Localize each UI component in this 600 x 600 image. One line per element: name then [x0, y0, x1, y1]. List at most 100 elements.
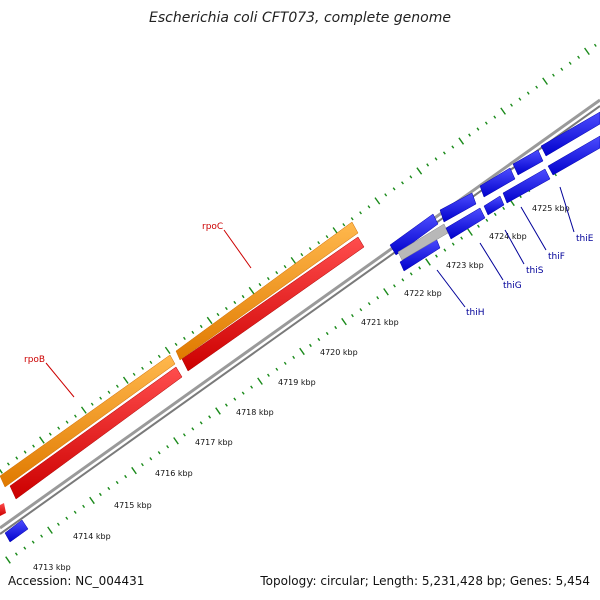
- outer-tick-67: [560, 67, 564, 71]
- tick-label-4725: 4725 kbp: [532, 204, 570, 213]
- outer-tick-38: [317, 241, 321, 245]
- outer-tick-1: [6, 462, 10, 466]
- blue-gene-upper-4: [512, 149, 544, 176]
- outer-tick-9: [74, 414, 77, 418]
- inner-tick-40: [341, 317, 347, 326]
- outer-tick-4: [32, 444, 35, 448]
- inner-tick-3: [31, 540, 35, 544]
- outer-tick-49: [409, 175, 413, 179]
- inner-tick-58: [493, 212, 497, 216]
- rpoC-reverse-block: [181, 236, 365, 372]
- outer-tick-46: [384, 193, 388, 197]
- outer-tick-44: [367, 205, 371, 209]
- outer-tick-27: [224, 306, 228, 311]
- outer-tick-17: [141, 366, 144, 370]
- outer-tick-69: [577, 55, 581, 59]
- outer-tick-65: [542, 77, 548, 85]
- gene-label-rpoB: rpoB: [24, 355, 45, 365]
- inner-tick-32: [275, 367, 279, 371]
- outer-tick-24: [199, 324, 203, 329]
- inner-tick-42: [359, 308, 363, 312]
- rpoC-forward-block: [175, 221, 359, 361]
- thiS-block: [483, 195, 505, 216]
- thiE-block: [547, 135, 600, 176]
- inner-tick-38: [325, 331, 329, 336]
- outer-tick-23: [191, 330, 195, 335]
- thiG-block: [445, 207, 486, 240]
- outer-tick-41: [342, 223, 346, 227]
- inner-tick-34: [292, 355, 296, 359]
- gene-label-thiE: thiE: [576, 234, 594, 244]
- inner-tick-2: [23, 546, 27, 550]
- inner-tick-36: [309, 343, 312, 348]
- inner-tick-0: [5, 556, 11, 564]
- backbone-line-outer: [0, 98, 600, 530]
- rpoB-reverse-block: [9, 366, 183, 500]
- inner-tick-51: [435, 254, 438, 258]
- outer-tick-2: [15, 456, 19, 460]
- inner-tick-20: [173, 437, 179, 445]
- inner-tick-53: [451, 242, 455, 246]
- inner-tick-14: [124, 474, 128, 479]
- outer-tick-28: [233, 300, 237, 305]
- outer-tick-track: [0, 43, 597, 474]
- inner-tick-54: [460, 236, 464, 240]
- inner-tick-23: [199, 421, 203, 425]
- thiH-leader: [436, 269, 466, 308]
- inner-tick-39: [334, 325, 338, 330]
- thiF-block: [502, 168, 551, 204]
- outer-tick-12: [99, 396, 103, 400]
- outer-tick-66: [552, 73, 555, 77]
- inner-tick-28: [241, 391, 245, 395]
- page-title: Escherichia coli CFT073, complete genome: [149, 10, 451, 26]
- inner-tick-11: [98, 492, 102, 497]
- tick-label-4724: 4724 kbp: [489, 232, 527, 241]
- inner-tick-18: [157, 451, 161, 455]
- outer-tick-25: [206, 316, 213, 325]
- outer-tick-63: [526, 91, 530, 95]
- inner-tick-35: [299, 347, 305, 356]
- inner-tick-30: [257, 377, 263, 385]
- outer-tick-19: [157, 354, 161, 359]
- outer-tick-47: [392, 187, 396, 191]
- inner-tick-29: [250, 385, 254, 389]
- outer-tick-29: [241, 294, 245, 299]
- inner-tick-21: [182, 433, 186, 437]
- outer-tick-56: [468, 133, 471, 137]
- outer-tick-39: [325, 235, 329, 239]
- outer-tick-13: [107, 390, 111, 394]
- thiF-leader: [520, 206, 547, 251]
- outer-tick-15: [122, 376, 129, 384]
- outer-tick-58: [484, 121, 488, 125]
- inner-tick-48: [409, 272, 413, 276]
- tick-label-4718: 4718 kbp: [236, 408, 274, 417]
- tick-label-4713: 4713 kbp: [33, 563, 71, 572]
- rpoB-forward-block: [0, 354, 176, 488]
- tick-label-4716: 4716 kbp: [155, 469, 193, 478]
- gene-label-thiS: thiS: [526, 266, 544, 276]
- genome-summary-text: Topology: circular; Length: 5,231,428 bp…: [260, 574, 590, 588]
- inner-tick-41: [351, 314, 354, 318]
- outer-tick-5: [39, 436, 45, 444]
- inner-tick-57: [485, 218, 489, 222]
- outer-tick-51: [426, 163, 430, 167]
- inner-tick-56: [477, 224, 480, 228]
- inner-tick-8: [73, 510, 77, 514]
- blue-gene-upper-5: [540, 111, 600, 157]
- gene-label-rpoC: rpoC: [202, 222, 223, 232]
- inner-tick-44: [376, 296, 380, 300]
- outer-tick-22: [183, 336, 186, 341]
- outer-tick-7: [57, 426, 61, 430]
- outer-tick-52: [434, 157, 438, 161]
- rpoC-leader: [223, 229, 252, 269]
- inner-tick-9: [82, 504, 86, 509]
- outer-tick-6: [48, 432, 52, 436]
- inner-tick-27: [233, 397, 237, 401]
- outer-tick-8: [65, 420, 69, 424]
- outer-tick-55: [458, 137, 465, 145]
- outer-tick-70: [584, 47, 590, 56]
- outer-tick-68: [568, 61, 572, 65]
- outer-tick-59: [493, 115, 497, 119]
- gene-label-thiG: thiG: [503, 281, 522, 291]
